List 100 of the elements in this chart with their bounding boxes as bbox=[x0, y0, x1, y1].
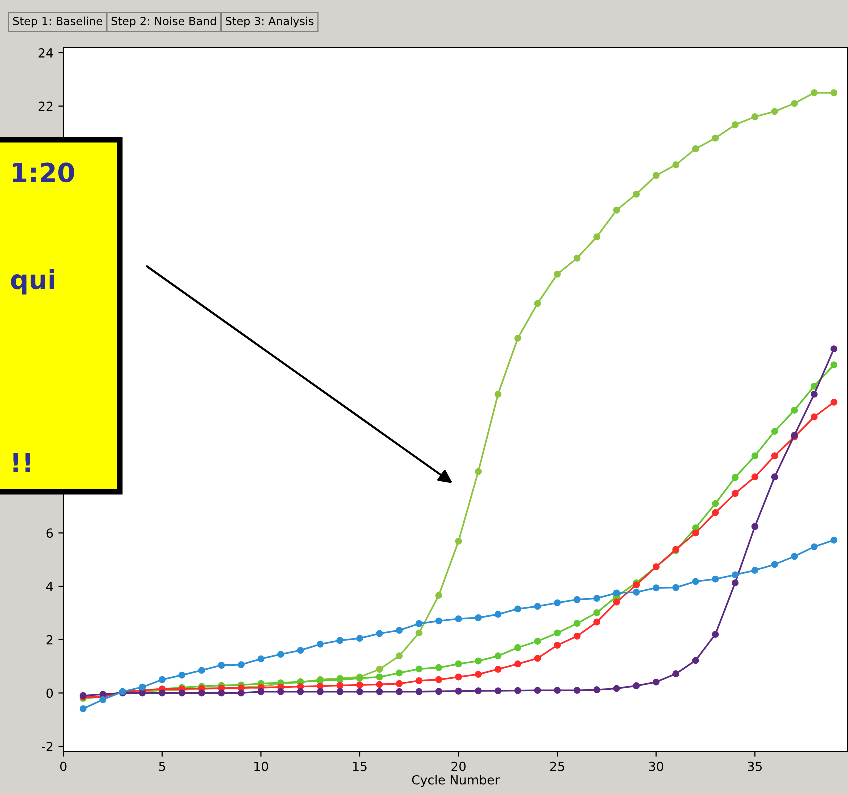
point bbox=[732, 490, 739, 498]
point bbox=[554, 642, 562, 649]
point bbox=[534, 603, 542, 610]
x-tick-label: 35 bbox=[748, 762, 762, 772]
point bbox=[198, 667, 206, 674]
point bbox=[554, 270, 562, 278]
point bbox=[416, 620, 423, 628]
point bbox=[277, 688, 284, 696]
point bbox=[396, 680, 403, 688]
point bbox=[712, 500, 720, 508]
point bbox=[336, 682, 344, 690]
point bbox=[238, 690, 245, 697]
point bbox=[396, 688, 403, 696]
x-tick-label: 30 bbox=[649, 762, 664, 772]
point bbox=[791, 406, 798, 414]
point bbox=[732, 474, 739, 482]
point bbox=[830, 536, 838, 544]
point bbox=[376, 674, 384, 681]
point bbox=[416, 630, 423, 637]
point bbox=[258, 656, 265, 663]
point bbox=[475, 614, 482, 622]
point bbox=[771, 474, 778, 481]
y-tick-label: 4 bbox=[46, 582, 54, 592]
text: Step 2: Noise Band bbox=[112, 16, 216, 28]
point bbox=[554, 630, 562, 637]
text: qui bbox=[11, 269, 55, 295]
point bbox=[218, 690, 226, 697]
point bbox=[752, 452, 759, 460]
point bbox=[514, 334, 522, 342]
point bbox=[178, 672, 186, 679]
point bbox=[455, 616, 462, 623]
point bbox=[316, 640, 324, 648]
point bbox=[534, 300, 542, 308]
point bbox=[574, 620, 581, 628]
x-tick-label: 15 bbox=[353, 762, 367, 772]
point bbox=[732, 122, 739, 128]
point bbox=[732, 572, 739, 579]
point bbox=[574, 596, 581, 604]
point bbox=[238, 661, 245, 668]
point bbox=[752, 114, 759, 120]
point bbox=[416, 666, 423, 673]
point bbox=[396, 670, 403, 677]
point bbox=[712, 134, 720, 142]
point bbox=[178, 690, 186, 697]
point bbox=[436, 664, 442, 672]
point bbox=[494, 688, 502, 695]
point bbox=[455, 538, 462, 545]
point bbox=[455, 674, 462, 681]
point bbox=[633, 190, 640, 198]
point bbox=[376, 681, 384, 688]
point bbox=[652, 172, 660, 180]
point bbox=[692, 578, 700, 586]
point bbox=[752, 474, 759, 481]
point bbox=[436, 676, 442, 684]
point bbox=[514, 687, 522, 694]
point bbox=[613, 598, 620, 606]
point bbox=[336, 688, 344, 696]
point bbox=[475, 671, 482, 678]
point bbox=[594, 618, 601, 626]
point bbox=[613, 685, 620, 692]
point bbox=[752, 567, 759, 574]
point bbox=[633, 588, 640, 596]
point bbox=[771, 452, 778, 460]
point bbox=[771, 561, 778, 568]
point bbox=[752, 523, 759, 530]
point bbox=[594, 234, 601, 241]
point bbox=[376, 630, 384, 638]
point bbox=[158, 676, 166, 684]
point bbox=[514, 660, 522, 668]
point bbox=[80, 705, 87, 712]
y-tick-label: 6 bbox=[46, 528, 54, 538]
point bbox=[534, 638, 542, 645]
y-tick-label: -2 bbox=[42, 742, 53, 752]
point bbox=[514, 644, 522, 652]
point bbox=[297, 688, 304, 696]
x-tick-label: 25 bbox=[550, 762, 564, 772]
y-tick-label: 24 bbox=[38, 48, 54, 58]
x-tick-label: 10 bbox=[254, 762, 268, 772]
point bbox=[100, 696, 107, 704]
point bbox=[712, 576, 720, 583]
text: Step 1: Baseline bbox=[13, 16, 102, 28]
point bbox=[594, 609, 601, 616]
point bbox=[534, 687, 542, 694]
point bbox=[771, 428, 778, 435]
point bbox=[672, 584, 680, 592]
point bbox=[376, 688, 384, 696]
point bbox=[732, 580, 739, 587]
point bbox=[712, 631, 720, 638]
point bbox=[494, 390, 502, 398]
point bbox=[830, 362, 838, 369]
point bbox=[416, 688, 423, 696]
point bbox=[791, 553, 798, 560]
point bbox=[356, 682, 364, 689]
point bbox=[475, 468, 482, 476]
point bbox=[455, 688, 462, 695]
point bbox=[692, 146, 700, 152]
point bbox=[594, 686, 601, 694]
point bbox=[830, 398, 838, 406]
point bbox=[810, 414, 818, 421]
point bbox=[830, 346, 838, 353]
